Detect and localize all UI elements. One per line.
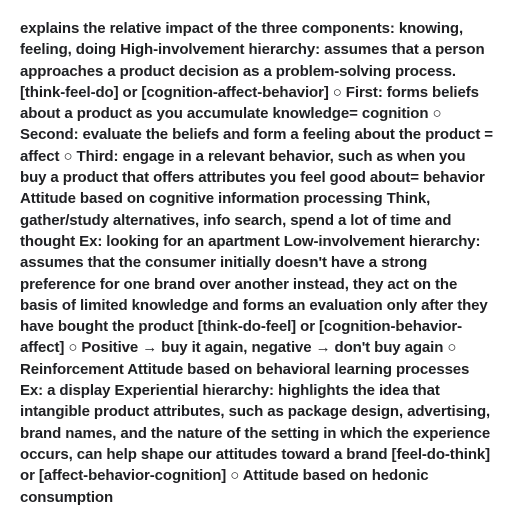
document-body: explains the relative impact of the thre… [20, 18, 493, 508]
